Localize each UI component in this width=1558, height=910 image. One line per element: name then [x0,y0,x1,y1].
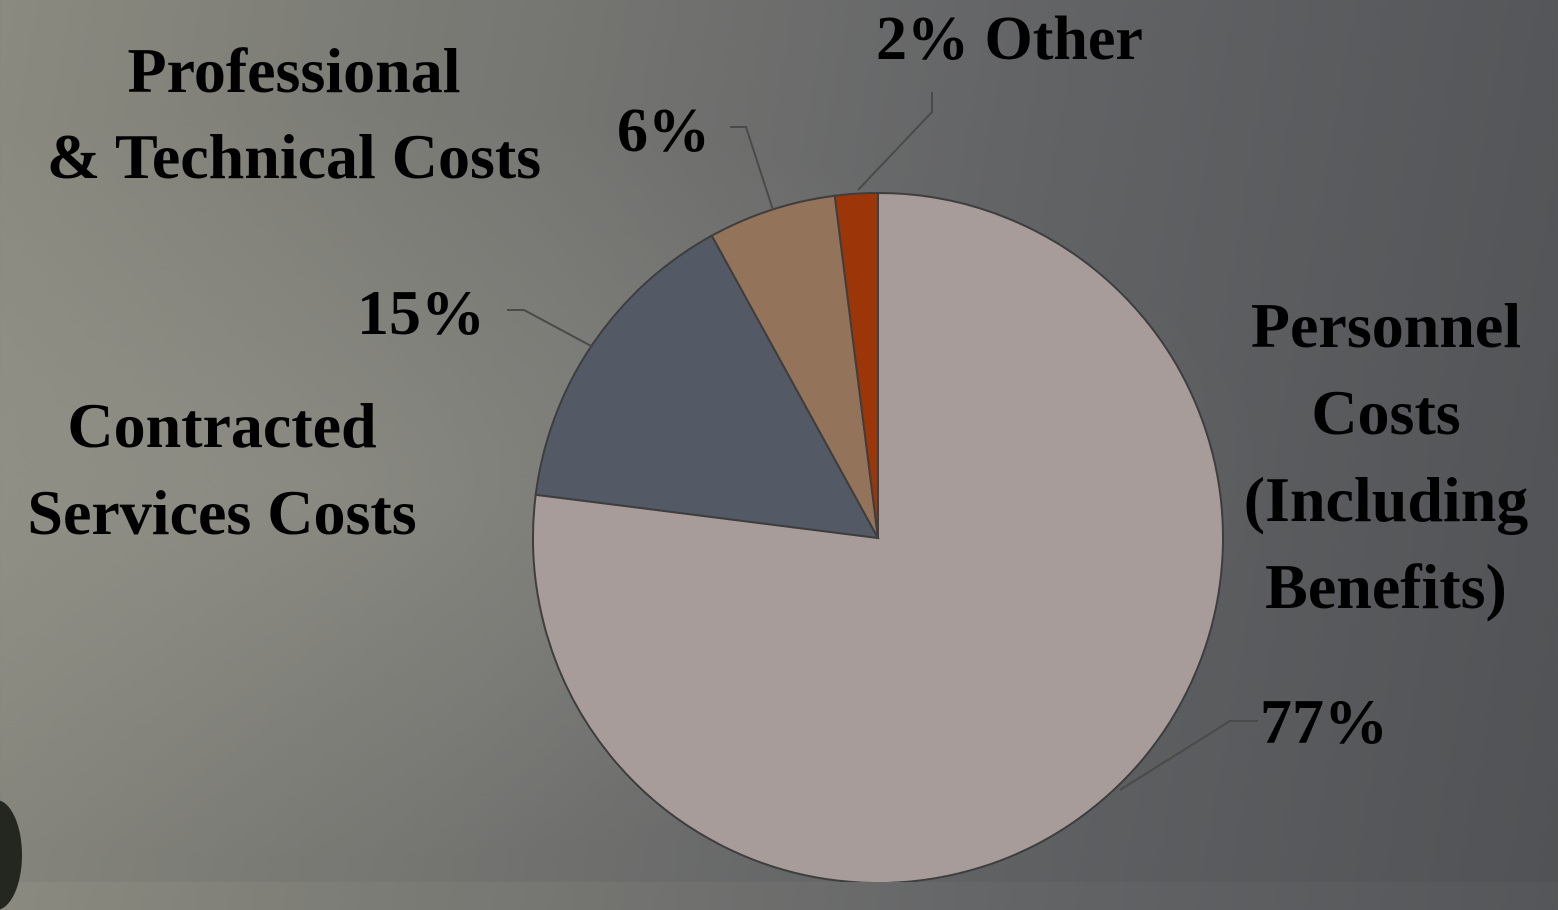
leader-line-personnel [1119,720,1258,791]
slice-other [833,191,879,539]
label-personnel: Personnel Costs (Including Benefits) [1243,290,1529,622]
slice-professional [710,194,879,539]
label-other: 2% Other [876,5,1143,73]
label-contracted: Contracted Services Costs [27,390,417,548]
label-professional: Professional & Technical Costs [46,35,542,192]
pie-chart [507,92,1258,882]
value-label-contracted: 15% [357,277,485,348]
value-label-personnel: 77% [1260,686,1388,757]
leader-line-contracted [507,309,594,348]
leader-line-professional [730,126,774,211]
slice-contracted [534,234,880,540]
value-label-professional: 6% [617,97,710,165]
leader-line-other [857,92,933,191]
